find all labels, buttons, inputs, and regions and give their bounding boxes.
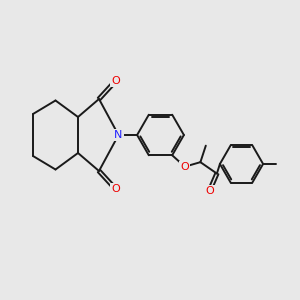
Text: O: O: [111, 184, 120, 194]
Text: O: O: [205, 186, 214, 196]
Text: O: O: [111, 76, 120, 86]
Text: N: N: [114, 130, 123, 140]
Text: O: O: [180, 162, 189, 172]
